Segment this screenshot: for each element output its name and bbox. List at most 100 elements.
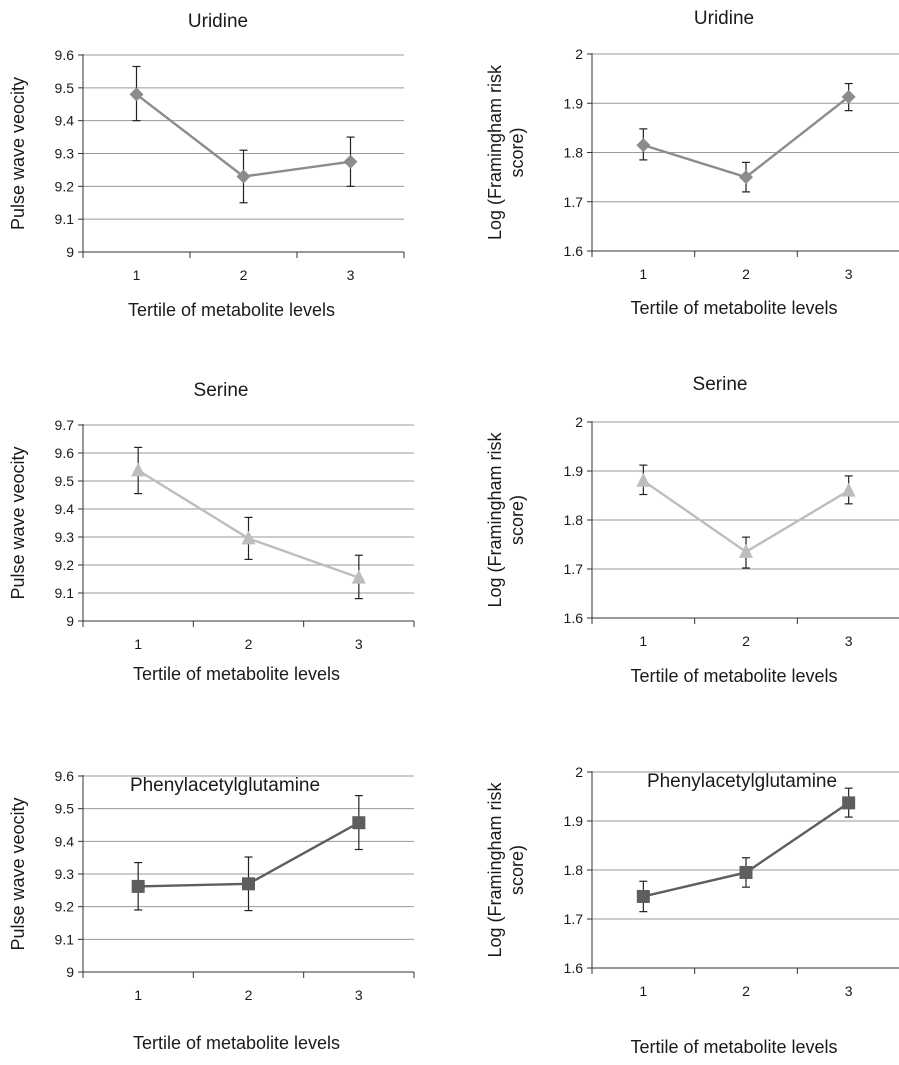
x-tick-label: 2: [742, 266, 750, 282]
data-point-diamond: [739, 170, 753, 185]
data-point-triangle: [636, 472, 651, 487]
x-tick-label: 1: [134, 987, 142, 1003]
data-point-square: [842, 796, 856, 810]
x-tick-label: 3: [845, 633, 853, 649]
data-point-diamond: [343, 154, 358, 169]
y-tick-label: 9.1: [55, 211, 75, 227]
chart-title: Phenylacetylglutamine: [130, 775, 320, 796]
data-point-triangle: [739, 543, 753, 558]
data-point-triangle: [131, 462, 146, 477]
y-tick-label: 9.1: [55, 585, 75, 601]
y-tick-label: 1.9: [564, 463, 584, 479]
y-axis-title: Log (Framingham risk: [485, 431, 505, 607]
data-point-square: [636, 889, 650, 903]
x-axis-title: Tertile of metabolite levels: [630, 298, 837, 318]
y-tick-label: 9.3: [55, 866, 75, 882]
chart-panel-pwv-serine: 9 9.1 9.2 9.3 9.4 9.5 9.6 9.7 1 2 3 Serine Tertile o…: [8, 380, 415, 684]
x-axis-title: Tertile of metabolite levels: [133, 664, 340, 684]
data-point-diamond: [129, 87, 144, 102]
chart-title: Uridine: [188, 11, 248, 32]
y-tick-label: 1.8: [564, 145, 584, 161]
y-axis-title: Pulse wave veocity: [8, 77, 28, 230]
y-axis-title: Pulse wave veocity: [8, 446, 28, 599]
y-tick-label: 9.4: [55, 501, 75, 517]
y-tick-label: 2: [575, 764, 583, 780]
x-axis-title: Tertile of metabolite levels: [630, 1037, 837, 1057]
y-tick-label: 1.8: [564, 512, 584, 528]
chart-title: Serine: [693, 374, 748, 395]
x-tick-label: 3: [845, 266, 853, 282]
x-tick-label: 1: [133, 267, 141, 283]
y-tick-label: 9.1: [55, 931, 75, 947]
data-point-diamond: [636, 138, 651, 153]
x-axis-title: Tertile of metabolite levels: [630, 666, 837, 686]
x-tick-label: 3: [355, 636, 363, 652]
x-tick-label: 3: [355, 987, 363, 1003]
x-tick-label: 2: [245, 987, 253, 1003]
chart-title: Uridine: [694, 8, 754, 29]
x-tick-label: 2: [742, 633, 750, 649]
data-point-square: [739, 865, 753, 879]
chart-panel-fram-phenyl: 1.6 1.7 1.8 1.9 2 1 2 3 Phenylacetylglutamine Ter…: [485, 764, 899, 1057]
y-tick-label: 9.3: [55, 529, 75, 545]
y-tick-label: 9.5: [55, 80, 75, 96]
y-tick-label: 9.5: [55, 801, 75, 817]
y-tick-label: 9: [66, 964, 74, 980]
data-point-triangle: [241, 530, 256, 545]
y-tick-label: 9.3: [55, 146, 75, 162]
data-point-square: [131, 879, 145, 893]
y-axis-title: score): [507, 495, 527, 545]
x-tick-label: 2: [742, 983, 750, 999]
y-tick-label: 9.7: [55, 417, 75, 433]
y-tick-label: 9.4: [55, 833, 75, 849]
x-tick-label: 2: [240, 267, 248, 283]
x-tick-label: 3: [347, 267, 355, 283]
y-tick-label: 9.6: [55, 47, 75, 63]
y-tick-label: 9.2: [55, 899, 75, 915]
data-point-triangle: [351, 569, 366, 584]
x-tick-label: 1: [639, 633, 647, 649]
x-tick-label: 1: [639, 266, 647, 282]
y-tick-label: 1.7: [564, 194, 584, 210]
y-tick-label: 9.2: [55, 178, 75, 194]
chart-panel-fram-serine: 1.6 1.7 1.8 1.9 2 1 2 3 Serine Tertile of metabol…: [485, 374, 899, 686]
y-tick-label: 1.7: [564, 561, 584, 577]
y-tick-label: 9.4: [55, 113, 75, 129]
x-tick-label: 3: [845, 983, 853, 999]
y-tick-label: 1.9: [564, 95, 584, 111]
y-tick-label: 9: [66, 244, 74, 260]
y-tick-label: 1.9: [564, 813, 584, 829]
y-axis-title: score): [507, 845, 527, 895]
y-axis-title: score): [507, 127, 527, 177]
y-tick-label: 1.6: [564, 243, 584, 259]
y-tick-label: 9.2: [55, 557, 75, 573]
y-tick-label: 9.6: [55, 445, 75, 461]
chart-panel-pwv-phenyl: 9 9.1 9.2 9.3 9.4 9.5 9.6 1 2 3 Phenylacetylglutam…: [8, 768, 415, 1053]
chart-title: Phenylacetylglutamine: [647, 771, 837, 792]
y-tick-label: 9.5: [55, 473, 75, 489]
x-tick-label: 1: [639, 983, 647, 999]
y-axis-title: Pulse wave veocity: [8, 797, 28, 950]
data-point-diamond: [841, 89, 856, 104]
y-axis-title: Log (Framingham risk: [485, 64, 505, 240]
chart-panel-fram-uridine: 1.6 1.7 1.8 1.9 2 1 2 3 Uridine Tertile of metabo…: [485, 8, 899, 318]
x-axis-title: Tertile of metabolite levels: [128, 300, 335, 320]
y-tick-label: 2: [575, 46, 583, 62]
x-tick-label: 1: [134, 636, 142, 652]
data-point-square: [352, 816, 366, 830]
x-axis-title: Tertile of metabolite levels: [133, 1033, 340, 1053]
chart-panel-pwv-uridine: 9 9.1 9.2 9.3 9.4 9.5 9.6 1 2 3 Uridine Tertile of …: [8, 11, 405, 320]
y-axis-title: Log (Framingham risk: [485, 781, 505, 957]
y-tick-label: 9.6: [55, 768, 75, 784]
data-point-triangle: [841, 482, 856, 497]
y-tick-label: 1.8: [564, 862, 584, 878]
data-point-square: [242, 877, 255, 891]
y-tick-label: 1.7: [564, 911, 584, 927]
y-tick-label: 9: [66, 613, 74, 629]
chart-title: Serine: [194, 380, 249, 401]
y-tick-label: 1.6: [564, 610, 584, 626]
y-tick-label: 1.6: [564, 960, 584, 976]
x-tick-label: 2: [245, 636, 253, 652]
y-tick-label: 2: [575, 414, 583, 430]
